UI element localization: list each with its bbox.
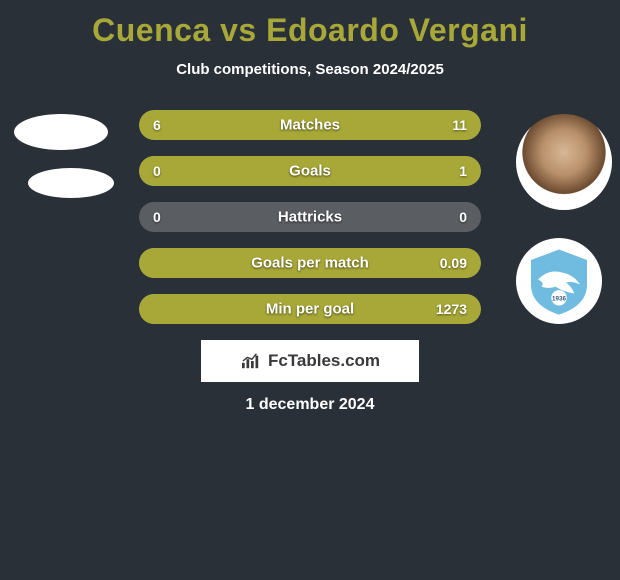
- value-right: 11: [452, 117, 467, 133]
- stat-label: Goals: [289, 163, 331, 180]
- date-label: 1 december 2024: [0, 396, 620, 414]
- value-left: 0: [153, 209, 161, 225]
- player-left-avatar: [14, 114, 108, 150]
- club-left-logo: [28, 168, 114, 198]
- stat-row: 1273 Min per goal: [139, 294, 481, 324]
- player-right-avatar: [516, 114, 612, 210]
- stat-label: Hattricks: [278, 209, 342, 226]
- value-right: 1: [459, 163, 467, 179]
- stat-row: 0.09 Goals per match: [139, 248, 481, 278]
- club-year: 1936: [552, 296, 567, 303]
- stat-label: Min per goal: [266, 301, 354, 318]
- stat-row: 6 11 Matches: [139, 110, 481, 140]
- subtitle: Club competitions, Season 2024/2025: [0, 61, 620, 78]
- pescara-logo-icon: 1936: [524, 246, 594, 316]
- club-right-logo: 1936: [516, 238, 602, 324]
- stat-row: 0 1 Goals: [139, 156, 481, 186]
- stat-label: Goals per match: [251, 255, 369, 272]
- watermark-text: FcTables.com: [268, 351, 380, 371]
- watermark: FcTables.com: [201, 340, 419, 382]
- stat-label: Matches: [280, 117, 340, 134]
- stat-row: 0 0 Hattricks: [139, 202, 481, 232]
- comparison-area: 1936 6 11 Matches 0 1 Goals 0 0 Hattricks 0.09 Goa…: [0, 110, 620, 414]
- value-left: 0: [153, 163, 161, 179]
- value-right: 0.09: [440, 255, 467, 271]
- value-right: 0: [459, 209, 467, 225]
- chart-icon: [240, 352, 262, 370]
- page-title: Cuenca vs Edoardo Vergani: [0, 0, 620, 49]
- value-left: 6: [153, 117, 161, 133]
- stat-bars: 6 11 Matches 0 1 Goals 0 0 Hattricks 0.09 Goals pe…: [139, 110, 481, 324]
- value-right: 1273: [436, 301, 467, 317]
